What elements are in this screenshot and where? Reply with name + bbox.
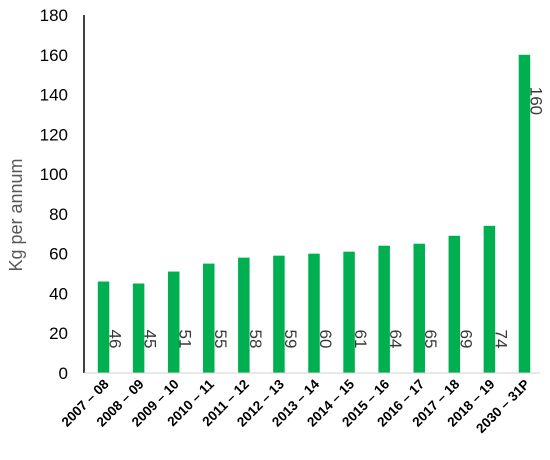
bars: [97, 54, 531, 374]
bar: [203, 263, 215, 373]
bar: [238, 257, 250, 373]
bar-value-label: 74: [491, 330, 510, 349]
y-tick-label: 160: [40, 46, 68, 65]
bar: [378, 245, 390, 373]
bar-value-label: 69: [456, 330, 475, 349]
bar-value-label: 65: [421, 330, 440, 349]
bar: [308, 253, 320, 373]
bar-value-label: 55: [211, 330, 230, 349]
y-tick-label: 80: [49, 205, 68, 224]
y-axis-ticks: 0 20 40 60 80 100 120 140 160 180: [40, 6, 68, 383]
bar-value-label: 61: [351, 330, 370, 349]
bar: [97, 281, 110, 373]
bar-value-label: 160: [526, 87, 545, 115]
y-axis-title: Kg per annum: [6, 158, 26, 271]
y-tick-label: 180: [40, 6, 68, 25]
y-tick-label: 60: [49, 245, 68, 264]
y-tick-label: 120: [40, 125, 68, 144]
bar-value-label: 59: [281, 330, 300, 349]
bar-value-label: 45: [141, 330, 160, 349]
bar-value-label: 51: [176, 330, 195, 349]
bar-value-label: 60: [316, 330, 335, 349]
bar-value-label: 58: [246, 330, 265, 349]
bar: [132, 283, 145, 373]
data-labels: 46 45 51 55 58 59 60 61 64 65 69 74 160: [106, 87, 546, 349]
y-tick-label: 0: [59, 364, 68, 383]
y-tick-label: 140: [40, 86, 68, 105]
y-tick-label: 20: [49, 324, 68, 343]
bar: [483, 225, 496, 373]
bar-value-label: 46: [106, 330, 125, 349]
y-tick-label: 40: [49, 284, 68, 303]
bar: [343, 251, 355, 373]
bar: [167, 271, 180, 373]
bar-value-label: 64: [386, 330, 405, 349]
y-tick-label: 100: [40, 165, 68, 184]
bar: [273, 255, 285, 373]
bar: [448, 235, 461, 373]
bar: [413, 243, 425, 373]
bar: [518, 54, 531, 374]
